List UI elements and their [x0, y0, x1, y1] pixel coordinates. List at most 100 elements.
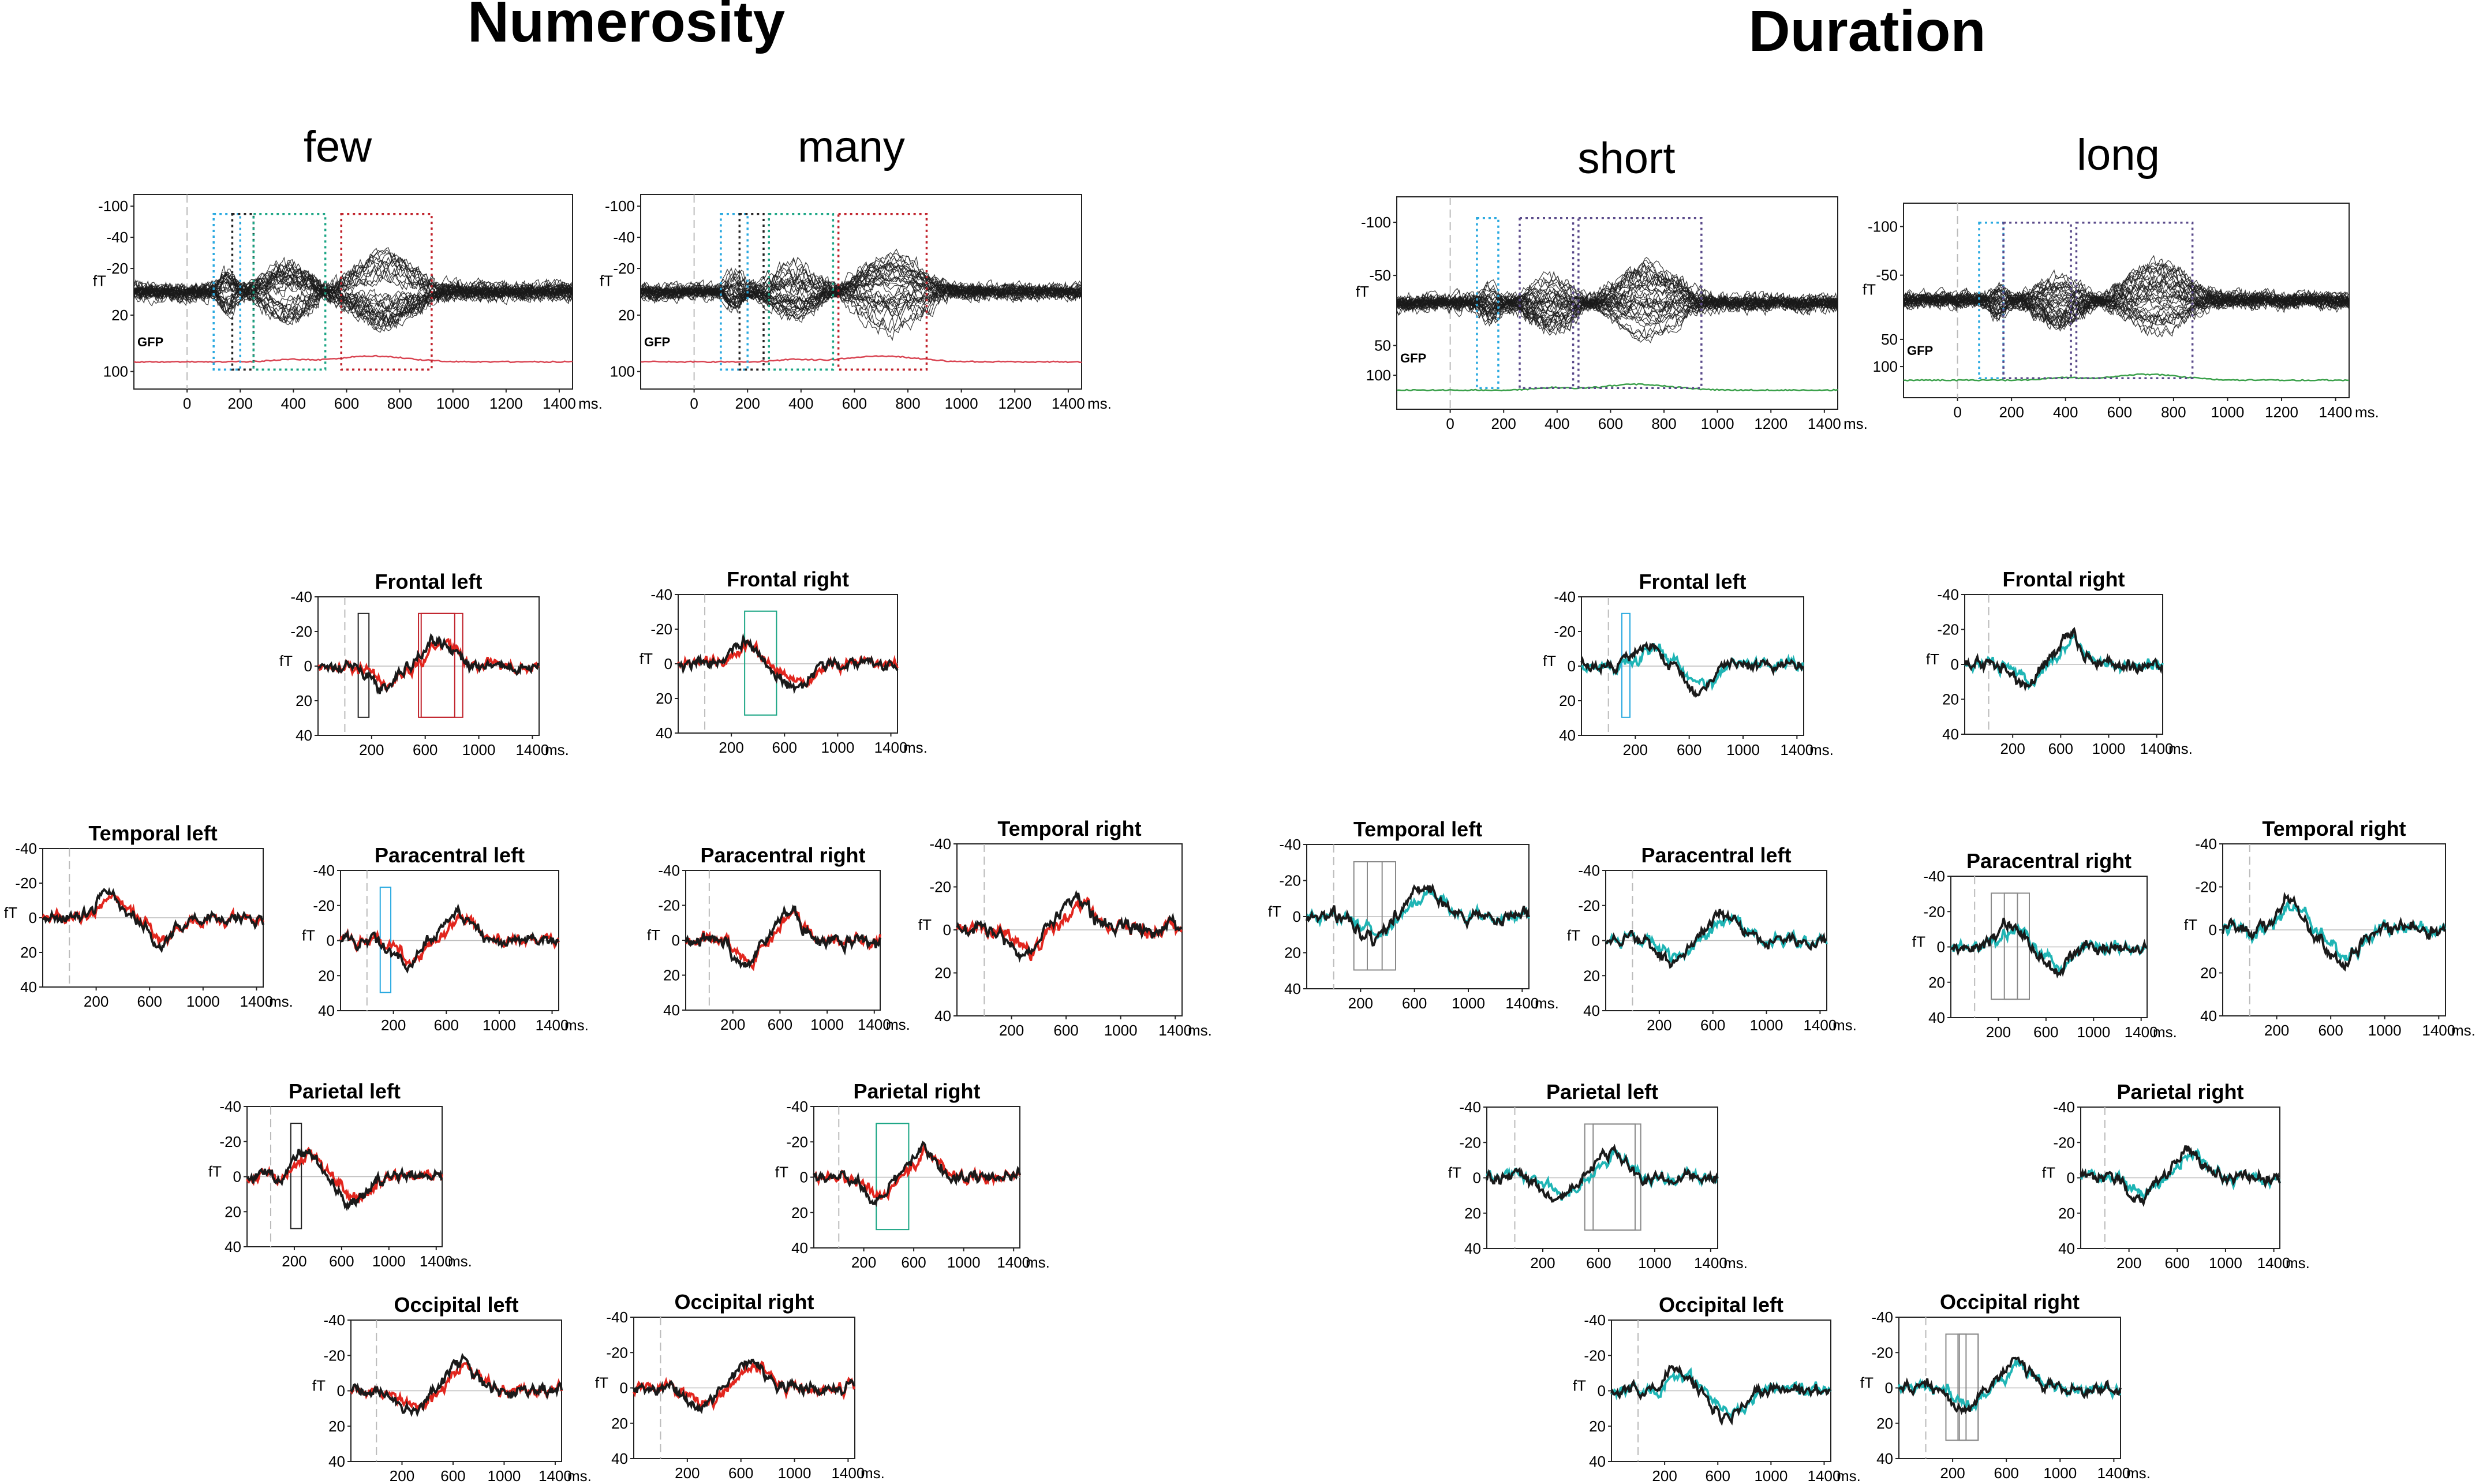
- chart-title-n-parietal-left: Parietal left: [289, 1079, 401, 1103]
- x-tick-label: 800: [387, 395, 412, 412]
- x-tick-label: 1000: [1104, 1022, 1138, 1039]
- x-tick-label: 1000: [2077, 1023, 2110, 1041]
- y-tick-label: -20: [106, 260, 128, 277]
- x-tick-label: 600: [434, 1016, 459, 1034]
- x-tick-label: 1200: [489, 395, 523, 412]
- y-tick-label: 40: [1928, 1009, 1945, 1026]
- y-tick-label: 40: [934, 1007, 951, 1025]
- y-tick-label: -20: [1584, 1347, 1606, 1364]
- x-tick-label: 1000: [372, 1253, 406, 1270]
- chart-title-n-paracentral-left: Paracentral left: [375, 843, 525, 867]
- chart-title-few: few: [304, 122, 372, 171]
- y-tick-label: -20: [313, 897, 335, 914]
- time-window-red: [418, 612, 455, 718]
- x-tick-label: 600: [772, 739, 797, 756]
- y-tick-label: -40: [1578, 862, 1600, 879]
- y-unit-label: fT: [279, 652, 293, 670]
- y-tick-label: -20: [658, 897, 680, 914]
- y-tick-label: -100: [98, 197, 128, 215]
- x-unit-label: ms.: [1026, 1254, 1050, 1271]
- x-tick-label: 400: [2053, 403, 2078, 421]
- y-tick-label: 50: [1881, 331, 1898, 348]
- chart-d-frontal-left: Frontal left -40 -20 0 20 40 fT 200 600 1000 1400m…: [1543, 570, 1834, 758]
- x-tick-label: 600: [768, 1016, 792, 1033]
- y-unit-label: fT: [647, 926, 660, 944]
- y-tick-label: 0: [29, 909, 37, 926]
- x-tick-label: 1200: [1754, 415, 1788, 432]
- x-tick-label: 1000: [2092, 740, 2126, 757]
- x-unit-label: ms.: [861, 1464, 885, 1482]
- chart-short: short -100 -50 50 100 fT 0 200 400 600 800 1000 1200…: [1356, 134, 1868, 432]
- series-line-short: [1605, 909, 1827, 969]
- y-tick-label: 100: [1366, 367, 1391, 384]
- chart-long: long -100 -50 50 100 fT 0 200 400 600 800 1000 1200 1…: [1863, 130, 2379, 421]
- series-line-short: [2080, 1145, 2281, 1208]
- x-tick-label: 1000: [483, 1016, 516, 1034]
- chart-d-temporal-left: Temporal left -40 -20 0 20 40 fT 200 600 1000 1400…: [1268, 817, 1559, 1012]
- y-tick-label: 20: [1942, 691, 1959, 708]
- x-tick-label: 1000: [2368, 1022, 2402, 1039]
- x-tick-label: 1000: [2209, 1254, 2242, 1272]
- y-tick-label: -40: [219, 1098, 241, 1115]
- y-tick-label: 40: [611, 1450, 628, 1467]
- chart-d-temporal-right: Temporal right -40 -20 0 20 40 fT 200 600 1000 140…: [2184, 817, 2475, 1039]
- y-tick-label: -40: [2195, 835, 2217, 853]
- x-tick-label: 200: [2264, 1022, 2289, 1039]
- y-tick-label: 20: [1876, 1415, 1893, 1432]
- x-tick-label: 1200: [2265, 403, 2298, 421]
- x-unit-label: ms.: [578, 395, 603, 412]
- x-tick-label: 200: [1530, 1254, 1555, 1272]
- y-tick-label: 0: [2209, 921, 2217, 939]
- y-tick-label: -40: [2053, 1098, 2075, 1116]
- y-tick-label: -40: [929, 835, 951, 853]
- chart-d-frontal-right: Frontal right -40 -20 0 20 40 fT 200 600 1000 1400…: [1926, 567, 2193, 757]
- y-unit-label: fT: [2042, 1164, 2055, 1182]
- y-tick-label: -20: [1459, 1134, 1481, 1151]
- x-unit-label: ms.: [1833, 1016, 1857, 1034]
- y-tick-label: 40: [1589, 1453, 1606, 1470]
- y-tick-label: 0: [943, 921, 951, 939]
- x-unit-label: ms.: [269, 993, 293, 1010]
- y-tick-label: 40: [20, 978, 37, 996]
- y-tick-label: -40: [1279, 836, 1301, 853]
- time-window-gray: [1353, 861, 1383, 971]
- sensor-trace: [1903, 269, 2350, 338]
- x-tick-label: 200: [1491, 415, 1516, 432]
- x-unit-label: ms.: [2286, 1254, 2310, 1272]
- y-tick-label: 0: [327, 932, 335, 950]
- y-unit-label: fT: [1860, 1374, 1874, 1392]
- time-window-cyan: [1978, 221, 2005, 380]
- x-tick-label: 0: [690, 395, 698, 412]
- y-tick-label: 40: [1559, 727, 1576, 744]
- sensor-trace: [640, 277, 1082, 309]
- x-tick-label: 600: [1706, 1467, 1730, 1484]
- y-unit-label: fT: [1863, 281, 1876, 298]
- x-tick-label: 1400: [536, 1016, 569, 1034]
- y-tick-label: 0: [1293, 908, 1301, 925]
- y-unit-label: fT: [1448, 1164, 1461, 1182]
- time-window-black: [738, 212, 765, 371]
- y-tick-label: -20: [1554, 623, 1576, 640]
- x-tick-label: 600: [440, 1467, 465, 1484]
- x-tick-label: 600: [2318, 1022, 2343, 1039]
- x-tick-label: 1000: [1726, 741, 1760, 758]
- x-tick-label: 200: [720, 1016, 745, 1033]
- chart-title-d-frontal-left: Frontal left: [1639, 570, 1747, 593]
- y-tick-label: 50: [1374, 337, 1391, 354]
- x-tick-label: 1400: [1694, 1254, 1727, 1272]
- x-tick-label: 1000: [186, 993, 220, 1010]
- y-tick-label: 20: [611, 1415, 628, 1432]
- x-tick-label: 400: [1545, 415, 1569, 432]
- x-tick-label: 200: [735, 395, 760, 412]
- y-tick-label: -20: [1937, 621, 1959, 638]
- chart-d-parietal-left: Parietal left -40 -20 0 20 40 fT 200 600 1000 1400…: [1448, 1080, 1748, 1272]
- x-unit-label: ms.: [545, 741, 569, 758]
- y-tick-label: -20: [1578, 897, 1600, 914]
- sensor-trace: [133, 274, 573, 317]
- x-unit-label: ms.: [1843, 415, 1868, 432]
- gfp-label: GFP: [644, 335, 670, 349]
- chart-title-n-temporal-right: Temporal right: [997, 817, 1141, 840]
- y-tick-label: 20: [296, 692, 312, 709]
- series-line-few: [633, 1358, 856, 1414]
- chart-d-paracentral-left: Paracentral left -40 -20 0 20 40 fT 200 600 1000 1…: [1567, 843, 1857, 1034]
